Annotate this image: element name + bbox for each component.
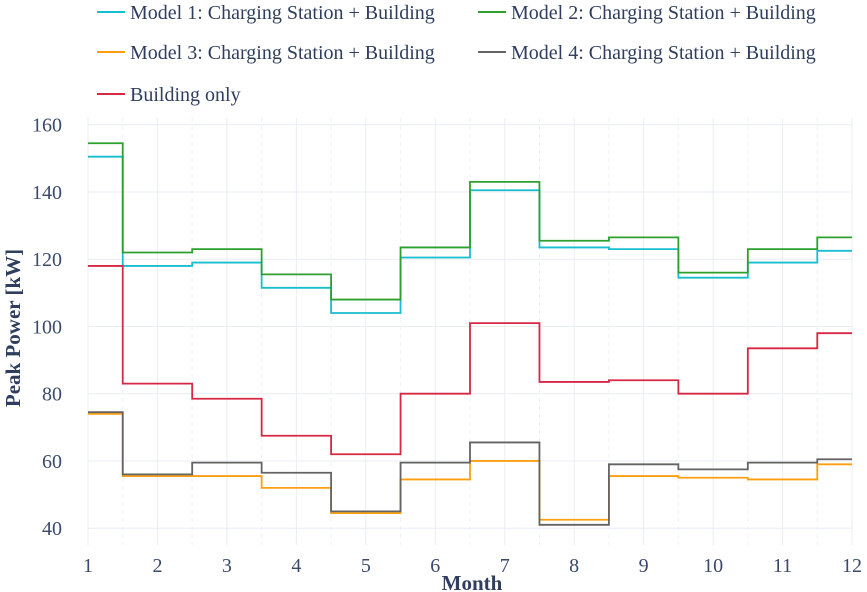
legend: Model 1: Charging Station + Building Mode… <box>97 2 816 106</box>
legend-label: Model 1: Charging Station + Building <box>130 2 435 24</box>
y-tick-label: 60 <box>42 451 62 473</box>
legend-item-5[interactable]: Building only <box>97 84 241 106</box>
y-axis-ticks: 40 60 80 100 120 140 160 <box>32 115 62 540</box>
legend-item-1[interactable]: Model 1: Charging Station + Building <box>97 2 435 24</box>
series-layer <box>88 142 852 526</box>
x-tick-label: 6 <box>430 555 440 577</box>
legend-label: Building only <box>130 84 241 106</box>
legend-item-4[interactable]: Model 4: Charging Station + Building <box>478 42 816 64</box>
x-axis-title: Month <box>442 571 503 592</box>
legend-label: Model 3: Charging Station + Building <box>130 42 435 64</box>
x-tick-label: 11 <box>773 555 792 577</box>
y-axis-title: Peak Power [kW] <box>1 249 25 407</box>
x-tick-label: 2 <box>152 555 162 577</box>
x-tick-label: 12 <box>842 555 862 577</box>
y-tick-label: 140 <box>32 182 62 204</box>
y-tick-label: 120 <box>32 249 62 271</box>
x-tick-label: 7 <box>500 555 510 577</box>
series-line-2 <box>88 142 852 301</box>
series-line-4 <box>88 411 852 526</box>
y-tick-label: 40 <box>42 518 62 540</box>
grid <box>87 118 853 545</box>
y-tick-label: 160 <box>32 115 62 137</box>
series-line-5 <box>88 265 852 456</box>
x-tick-label: 9 <box>639 555 649 577</box>
y-tick-label: 100 <box>32 316 62 338</box>
x-tick-label: 4 <box>291 555 301 577</box>
x-axis-ticks: 1 2 3 4 5 6 7 8 9 10 11 12 <box>83 555 862 577</box>
x-tick-label: 8 <box>569 555 579 577</box>
legend-item-3[interactable]: Model 3: Charging Station + Building <box>97 42 435 64</box>
legend-label: Model 4: Charging Station + Building <box>511 42 816 64</box>
x-tick-label: 3 <box>222 555 232 577</box>
legend-label: Model 2: Charging Station + Building <box>511 2 816 24</box>
x-tick-label: 5 <box>361 555 371 577</box>
x-tick-label: 10 <box>703 555 723 577</box>
x-tick-label: 1 <box>83 555 93 577</box>
y-tick-label: 80 <box>42 384 62 406</box>
legend-item-2[interactable]: Model 2: Charging Station + Building <box>478 2 816 24</box>
